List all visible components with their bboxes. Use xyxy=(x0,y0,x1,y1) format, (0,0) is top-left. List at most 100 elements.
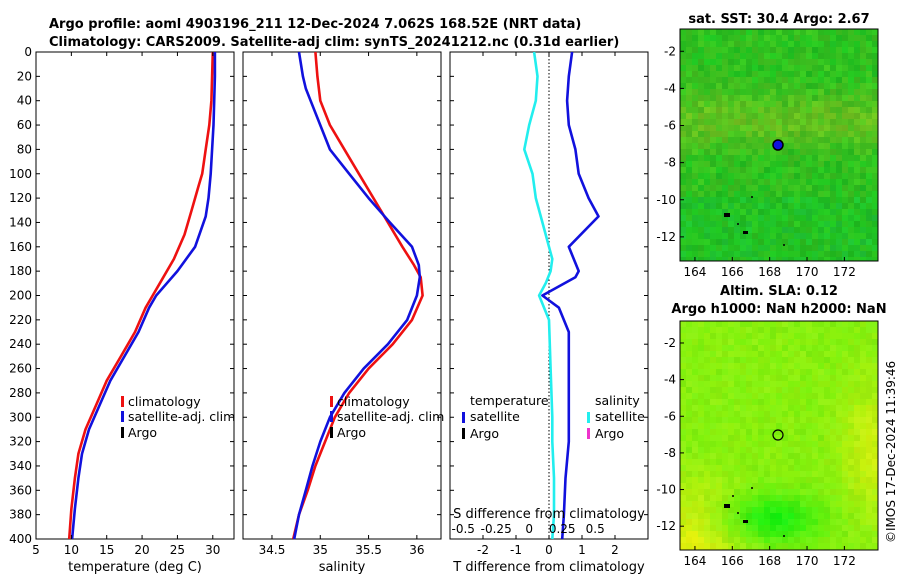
map-cell xyxy=(866,423,873,430)
map-cell xyxy=(734,125,741,132)
map-cell xyxy=(842,501,849,508)
map-cell xyxy=(788,441,795,448)
map-cell xyxy=(830,221,837,228)
map-cell xyxy=(800,209,807,216)
map-cell xyxy=(746,155,753,162)
map-cell xyxy=(680,321,687,328)
map-cell xyxy=(692,423,699,430)
map-cell xyxy=(680,53,687,60)
map-cell xyxy=(812,489,819,496)
map-cell xyxy=(800,53,807,60)
map-cell xyxy=(710,489,717,496)
map-cell xyxy=(734,429,741,436)
map-cell xyxy=(758,459,765,466)
map-cell xyxy=(836,417,843,424)
map-cell xyxy=(836,471,843,478)
map-cell xyxy=(698,333,705,340)
map-cell xyxy=(824,113,831,120)
map-cell xyxy=(788,429,795,436)
map-cell xyxy=(704,155,711,162)
map-cell xyxy=(776,543,783,550)
map-cell xyxy=(806,35,813,42)
map-cell xyxy=(836,375,843,382)
map-cell xyxy=(728,477,735,484)
map-cell xyxy=(788,185,795,192)
map-cell xyxy=(872,179,878,186)
map-cell xyxy=(836,423,843,430)
map-cell xyxy=(752,417,759,424)
map-cell xyxy=(794,233,801,240)
map-cell xyxy=(752,233,759,240)
map-cell xyxy=(860,77,867,84)
map-cell xyxy=(860,215,867,222)
map-cell xyxy=(776,251,783,258)
map-cell xyxy=(716,345,723,352)
map-cell xyxy=(686,525,693,532)
map-cell xyxy=(704,107,711,114)
map-cell xyxy=(716,399,723,406)
map-cell xyxy=(818,531,825,538)
map-cell xyxy=(716,143,723,150)
map-cell xyxy=(686,339,693,346)
map-cell xyxy=(788,257,795,261)
map-cell xyxy=(740,393,747,400)
map-cell xyxy=(872,465,878,472)
map-cell xyxy=(722,71,729,78)
map-cell xyxy=(824,441,831,448)
map-cell xyxy=(728,489,735,496)
map-cell xyxy=(716,119,723,126)
map-cell xyxy=(842,245,849,252)
map-cell xyxy=(716,89,723,96)
map-cell xyxy=(776,375,783,382)
map-cell xyxy=(752,489,759,496)
map-cell xyxy=(692,209,699,216)
map-cell xyxy=(716,363,723,370)
map-cell xyxy=(710,357,717,364)
map-cell xyxy=(776,89,783,96)
map-cell xyxy=(710,65,717,72)
map-cell xyxy=(704,447,711,454)
map-cell xyxy=(776,405,783,412)
map-cell xyxy=(752,465,759,472)
map-cell xyxy=(734,363,741,370)
map-cell xyxy=(830,245,837,252)
map-cell xyxy=(824,227,831,234)
map-cell xyxy=(782,41,789,48)
map-cell xyxy=(698,209,705,216)
map-cell xyxy=(722,107,729,114)
map-cell xyxy=(764,405,771,412)
map-cell xyxy=(782,167,789,174)
map-cell xyxy=(818,327,825,334)
map-cell xyxy=(872,203,878,210)
map-cell xyxy=(710,525,717,532)
map-cell xyxy=(722,393,729,400)
map-cell xyxy=(848,387,855,394)
map-cell xyxy=(836,381,843,388)
map-cell xyxy=(686,179,693,186)
map-cell xyxy=(770,405,777,412)
map-cell xyxy=(698,531,705,538)
map-cell xyxy=(710,215,717,222)
map-cell xyxy=(758,351,765,358)
map-cell xyxy=(800,215,807,222)
map-cell xyxy=(710,149,717,156)
map-cell xyxy=(818,543,825,550)
map-cell xyxy=(770,483,777,490)
map-cell xyxy=(848,375,855,382)
map-cell xyxy=(722,173,729,180)
map-cell xyxy=(710,185,717,192)
map-cell xyxy=(788,321,795,328)
map-cell xyxy=(680,59,687,66)
map-cell xyxy=(824,489,831,496)
map-cell xyxy=(806,215,813,222)
map-cell xyxy=(770,41,777,48)
map-y-tick-label: -8 xyxy=(664,156,676,170)
map-cell xyxy=(686,459,693,466)
map-cell xyxy=(722,89,729,96)
map-cell xyxy=(692,233,699,240)
map-cell xyxy=(698,399,705,406)
map-cell xyxy=(716,191,723,198)
map-cell xyxy=(686,507,693,514)
map-cell xyxy=(764,321,771,328)
map-cell xyxy=(764,131,771,138)
